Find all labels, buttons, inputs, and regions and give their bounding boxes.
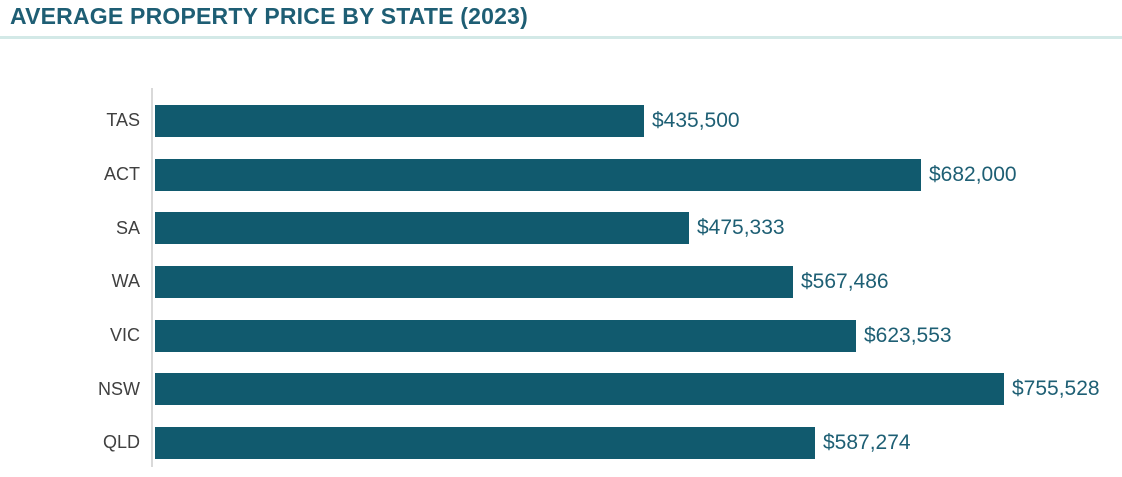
value-label: $435,500 <box>652 108 740 132</box>
category-label: VIC <box>109 325 140 346</box>
category-label: NSW <box>98 378 140 399</box>
category-label: QLD <box>102 432 140 453</box>
bar-row: TAS $435,500 <box>0 94 1122 148</box>
value-label: $623,553 <box>864 323 952 347</box>
bar <box>155 319 856 352</box>
chart-title: AVERAGE PROPERTY PRICE BY STATE (2023) <box>10 3 528 29</box>
category-label: ACT <box>104 164 140 185</box>
value-label: $755,528 <box>1012 377 1100 401</box>
bar <box>155 158 921 191</box>
bar-row: WA $567,486 <box>0 255 1122 309</box>
category-label: SA <box>115 217 140 238</box>
bar-row: SA $475,333 <box>0 201 1122 255</box>
category-label: TAS <box>106 110 140 131</box>
bar <box>155 265 793 298</box>
category-label: WA <box>111 271 140 292</box>
bar <box>155 373 1004 406</box>
value-label: $567,486 <box>801 269 889 293</box>
value-label: $475,333 <box>697 216 785 240</box>
y-axis-line <box>151 88 153 467</box>
bar-row: VIC $623,553 <box>0 309 1122 363</box>
bar <box>155 104 644 137</box>
value-label: $682,000 <box>929 162 1017 186</box>
bar-row: QLD $587,274 <box>0 416 1122 470</box>
bar-row: ACT $682,000 <box>0 148 1122 202</box>
bar <box>155 212 689 245</box>
title-divider <box>0 36 1122 39</box>
bar-rows: TAS $435,500 ACT $682,000 SA $475,333 WA $567,4… <box>0 94 1122 470</box>
bar <box>155 426 815 459</box>
bar-row: NSW $755,528 <box>0 362 1122 416</box>
value-label: $587,274 <box>823 430 911 454</box>
